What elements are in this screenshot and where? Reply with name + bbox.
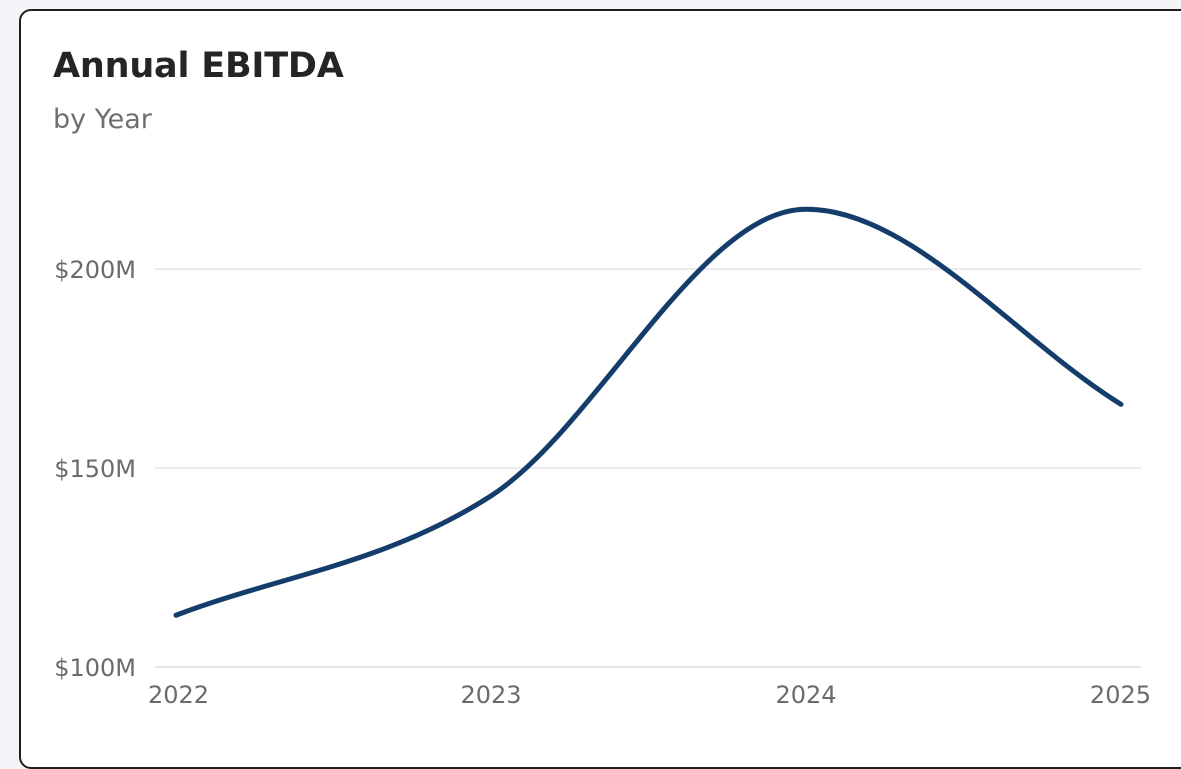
y-tick-label: $150M [54, 455, 136, 483]
x-tick-label: 2025 [1090, 681, 1151, 709]
chart-subtitle: by Year [53, 104, 152, 135]
y-tick-label: $100M [54, 654, 136, 682]
series-layer [173, 206, 1124, 618]
x-tick-label: 2023 [460, 681, 521, 709]
line-chart: $100M $150M $200M 2022 2023 2024 2025 [54, 206, 1151, 709]
series-line [173, 206, 1124, 618]
y-tick-label: $200M [54, 256, 136, 284]
x-tick-label: 2024 [775, 681, 836, 709]
x-tick-label: 2022 [148, 681, 209, 709]
x-axis-labels: 2022 2023 2024 2025 [148, 681, 1151, 709]
chart-title: Annual EBITDA [53, 46, 344, 86]
y-axis-labels: $100M $150M $200M [54, 256, 136, 682]
gridlines [155, 268, 1141, 668]
